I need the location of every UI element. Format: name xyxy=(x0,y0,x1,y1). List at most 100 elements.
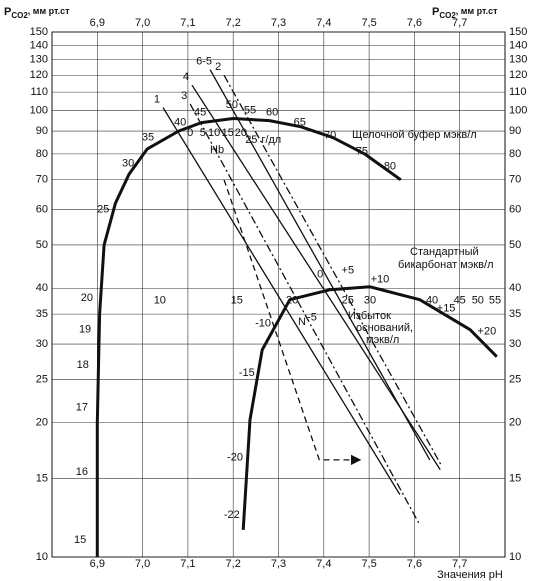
x-tick-label-top: 7,4 xyxy=(316,17,331,29)
x-tick-label-top: 7,3 xyxy=(271,17,286,29)
scale-label: 55 xyxy=(489,295,501,307)
y-tick-label: 30 xyxy=(36,338,48,350)
x-tick-label: 7,5 xyxy=(361,558,376,570)
series-name: 6-5 xyxy=(196,56,212,68)
y-tick-label: 130 xyxy=(30,54,48,66)
scale-label: 40 xyxy=(174,117,186,129)
curve xyxy=(223,74,443,467)
x-tick-label-top: 7,7 xyxy=(452,17,467,29)
x-tick-label-top: 7,2 xyxy=(226,17,241,29)
y-tick-label: 60 xyxy=(36,204,48,216)
y-tick-label-right: 140 xyxy=(509,39,527,51)
scale-label: 55 xyxy=(244,105,256,117)
y-tick-label: 150 xyxy=(30,26,48,38)
scale-label: 5 xyxy=(200,127,206,139)
x-tick-label: 7,4 xyxy=(316,558,331,570)
scale-label: 75 xyxy=(356,145,368,157)
y-tick-label: 80 xyxy=(36,148,48,160)
scale-label: +5 xyxy=(342,265,355,277)
y-label-sub: CO2 xyxy=(11,11,28,20)
scale-label: 18 xyxy=(77,359,89,371)
y-tick-label: 20 xyxy=(36,417,48,429)
y-tick-label: 110 xyxy=(30,86,48,98)
series-name: 1 xyxy=(154,93,160,105)
x-tick-label: 7,2 xyxy=(226,558,241,570)
x-tick-label: 7,3 xyxy=(271,558,286,570)
y-tick-label: 120 xyxy=(30,69,48,81)
y-tick-label-right: 15 xyxy=(509,472,521,484)
y-tick-label-right: 25 xyxy=(509,373,521,385)
curve xyxy=(209,69,431,461)
scale-label: 80 xyxy=(384,160,396,172)
scale-label: 19 xyxy=(79,324,91,336)
x-axis-title: Значения pH xyxy=(437,569,503,581)
y-tick-label-right: 60 xyxy=(509,204,521,216)
y-tick-label-right: 120 xyxy=(509,69,527,81)
scale-label: 40 xyxy=(426,295,438,307)
y-tick-label-right: 150 xyxy=(509,26,527,38)
curve xyxy=(95,117,402,557)
scale-label: 60 xyxy=(266,106,278,118)
series-name: оснований, xyxy=(356,322,413,334)
scale-label: 65 xyxy=(294,117,306,129)
y-tick-label: 35 xyxy=(36,308,48,320)
series-name: 4 xyxy=(183,71,189,83)
x-tick-label: 7,6 xyxy=(407,558,422,570)
annotation: N xyxy=(298,316,306,328)
scale-label: 50 xyxy=(472,295,484,307)
series-name: бикарбонат мэкв/л xyxy=(398,259,494,271)
y-axis-title-left: PCO2, мм рт.ст xyxy=(4,6,70,20)
y-label-main: P xyxy=(432,6,439,18)
scale-label: 16 xyxy=(76,466,88,478)
scale-label: 20 xyxy=(81,292,93,304)
y-tick-label: 100 xyxy=(30,105,48,117)
y-tick-label-right: 100 xyxy=(509,105,527,117)
x-tick-label-top: 6,9 xyxy=(90,17,105,29)
scale-label: 45 xyxy=(194,106,206,118)
y-tick-label-right: 80 xyxy=(509,148,521,160)
x-tick-label: 7,1 xyxy=(180,558,195,570)
scale-label: 35 xyxy=(142,132,154,144)
series-name: 3 xyxy=(181,90,187,102)
scale-label: 25 xyxy=(97,204,109,216)
y-tick-label-right: 40 xyxy=(509,282,521,294)
y-label-main: P xyxy=(4,6,11,18)
y-label-sub: CO2 xyxy=(439,11,456,20)
series-name: Избыток xyxy=(348,310,391,322)
y-tick-label-right: 130 xyxy=(509,54,527,66)
series-name: 2 xyxy=(215,61,221,73)
y-tick-label: 25 xyxy=(36,373,48,385)
scale-label: 30 xyxy=(364,295,376,307)
y-tick-label: 70 xyxy=(36,174,48,186)
curve xyxy=(241,285,498,530)
scale-label: 10 xyxy=(154,295,166,307)
y-tick-label-right: 35 xyxy=(509,308,521,320)
x-tick-label: 7,0 xyxy=(135,558,150,570)
x-tick-label-top: 7,5 xyxy=(361,17,376,29)
scale-label: 0 xyxy=(187,127,193,139)
scale-label: -20 xyxy=(227,451,243,463)
scale-unit: г/дл xyxy=(261,134,281,146)
scale-label: 15 xyxy=(74,534,86,546)
scale-label: -15 xyxy=(239,367,255,379)
y-tick-label-right: 90 xyxy=(509,125,521,137)
x-tick-label: 7,7 xyxy=(452,558,467,570)
series-name: мэкв/л xyxy=(366,334,399,346)
x-tick-label: 6,9 xyxy=(90,558,105,570)
x-tick-label-top: 7,6 xyxy=(407,17,422,29)
y-tick-label: 140 xyxy=(30,39,48,51)
scale-label: +15 xyxy=(437,303,456,315)
scale-label: +20 xyxy=(478,325,497,337)
scale-label: -10 xyxy=(255,318,271,330)
scale-label: 15 xyxy=(231,295,243,307)
series-name: Щелочной буфер мэкв/л xyxy=(352,129,477,141)
y-tick-label-right: 20 xyxy=(509,417,521,429)
y-tick-label: 10 xyxy=(36,551,48,563)
scale-label: 30 xyxy=(122,158,134,170)
scale-label: 45 xyxy=(454,295,466,307)
scale-label: -22 xyxy=(224,509,240,521)
curve xyxy=(162,107,401,495)
x-tick-label-top: 7,1 xyxy=(180,17,195,29)
scale-label: 20 xyxy=(286,295,298,307)
